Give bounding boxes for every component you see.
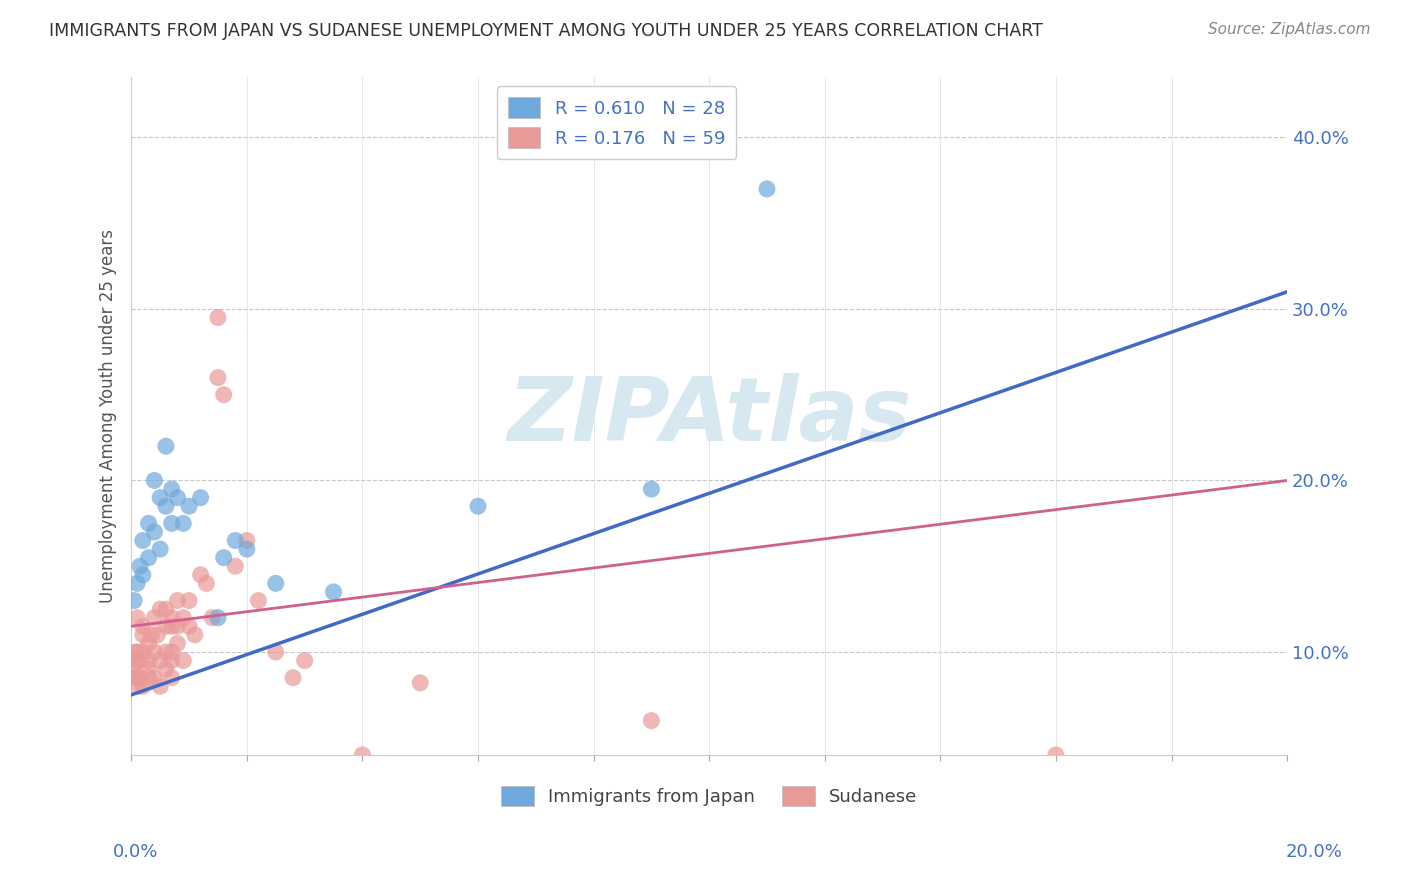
Point xyxy=(184,628,207,642)
Point xyxy=(166,593,188,607)
Point xyxy=(264,645,287,659)
Point xyxy=(207,610,229,624)
Point xyxy=(122,593,145,607)
Point xyxy=(224,559,246,574)
Point xyxy=(160,645,183,659)
Point xyxy=(138,516,160,531)
Point xyxy=(212,550,235,565)
Point xyxy=(149,542,172,557)
Text: ZIPAtlas: ZIPAtlas xyxy=(508,373,911,459)
Point xyxy=(155,602,177,616)
Point xyxy=(138,662,160,676)
Point xyxy=(467,500,489,514)
Point xyxy=(281,671,304,685)
Point xyxy=(129,559,152,574)
Point xyxy=(149,654,172,668)
Point xyxy=(132,567,155,582)
Text: Source: ZipAtlas.com: Source: ZipAtlas.com xyxy=(1208,22,1371,37)
Point xyxy=(146,628,169,642)
Point xyxy=(264,576,287,591)
Point xyxy=(138,550,160,565)
Y-axis label: Unemployment Among Youth under 25 years: Unemployment Among Youth under 25 years xyxy=(100,229,117,603)
Point xyxy=(177,619,200,633)
Point xyxy=(125,576,148,591)
Point xyxy=(166,636,188,650)
Point xyxy=(149,491,172,505)
Point xyxy=(236,533,259,548)
Point xyxy=(125,645,148,659)
Point xyxy=(172,654,194,668)
Point xyxy=(125,671,148,685)
Point xyxy=(160,482,183,496)
Point xyxy=(236,542,259,557)
Text: 0.0%: 0.0% xyxy=(112,843,157,861)
Point xyxy=(640,482,662,496)
Point xyxy=(160,516,183,531)
Point xyxy=(143,645,166,659)
Point xyxy=(247,593,270,607)
Text: IMMIGRANTS FROM JAPAN VS SUDANESE UNEMPLOYMENT AMONG YOUTH UNDER 25 YEARS CORREL: IMMIGRANTS FROM JAPAN VS SUDANESE UNEMPL… xyxy=(49,22,1043,40)
Point xyxy=(160,654,183,668)
Point xyxy=(155,439,177,453)
Point xyxy=(125,654,148,668)
Point xyxy=(755,182,778,196)
Text: 20.0%: 20.0% xyxy=(1286,843,1343,861)
Point xyxy=(166,491,188,505)
Point xyxy=(352,747,374,762)
Point xyxy=(155,500,177,514)
Point xyxy=(190,567,212,582)
Point xyxy=(177,593,200,607)
Point xyxy=(160,671,183,685)
Point xyxy=(132,645,155,659)
Point xyxy=(201,610,224,624)
Point xyxy=(143,671,166,685)
Point xyxy=(149,679,172,693)
Point xyxy=(125,610,148,624)
Point xyxy=(132,619,155,633)
Point xyxy=(195,576,218,591)
Point xyxy=(224,533,246,548)
Point xyxy=(155,662,177,676)
Point xyxy=(1045,747,1067,762)
Point xyxy=(212,388,235,402)
Point xyxy=(122,662,145,676)
Legend: Immigrants from Japan, Sudanese: Immigrants from Japan, Sudanese xyxy=(494,779,924,814)
Point xyxy=(132,533,155,548)
Point xyxy=(143,524,166,539)
Point xyxy=(190,491,212,505)
Point xyxy=(172,516,194,531)
Point xyxy=(138,671,160,685)
Point xyxy=(143,610,166,624)
Point xyxy=(143,474,166,488)
Point xyxy=(125,645,148,659)
Point xyxy=(166,619,188,633)
Point xyxy=(294,654,316,668)
Point xyxy=(141,628,163,642)
Point xyxy=(207,310,229,325)
Point xyxy=(132,628,155,642)
Point xyxy=(160,610,183,624)
Point xyxy=(207,370,229,384)
Point xyxy=(640,714,662,728)
Point xyxy=(127,679,149,693)
Point xyxy=(177,500,200,514)
Point xyxy=(160,619,183,633)
Point xyxy=(155,619,177,633)
Point xyxy=(122,671,145,685)
Point xyxy=(132,679,155,693)
Point xyxy=(129,654,152,668)
Point xyxy=(138,636,160,650)
Point xyxy=(155,645,177,659)
Point xyxy=(149,602,172,616)
Point xyxy=(129,671,152,685)
Point xyxy=(322,585,344,599)
Point xyxy=(138,654,160,668)
Point xyxy=(172,610,194,624)
Point xyxy=(409,676,432,690)
